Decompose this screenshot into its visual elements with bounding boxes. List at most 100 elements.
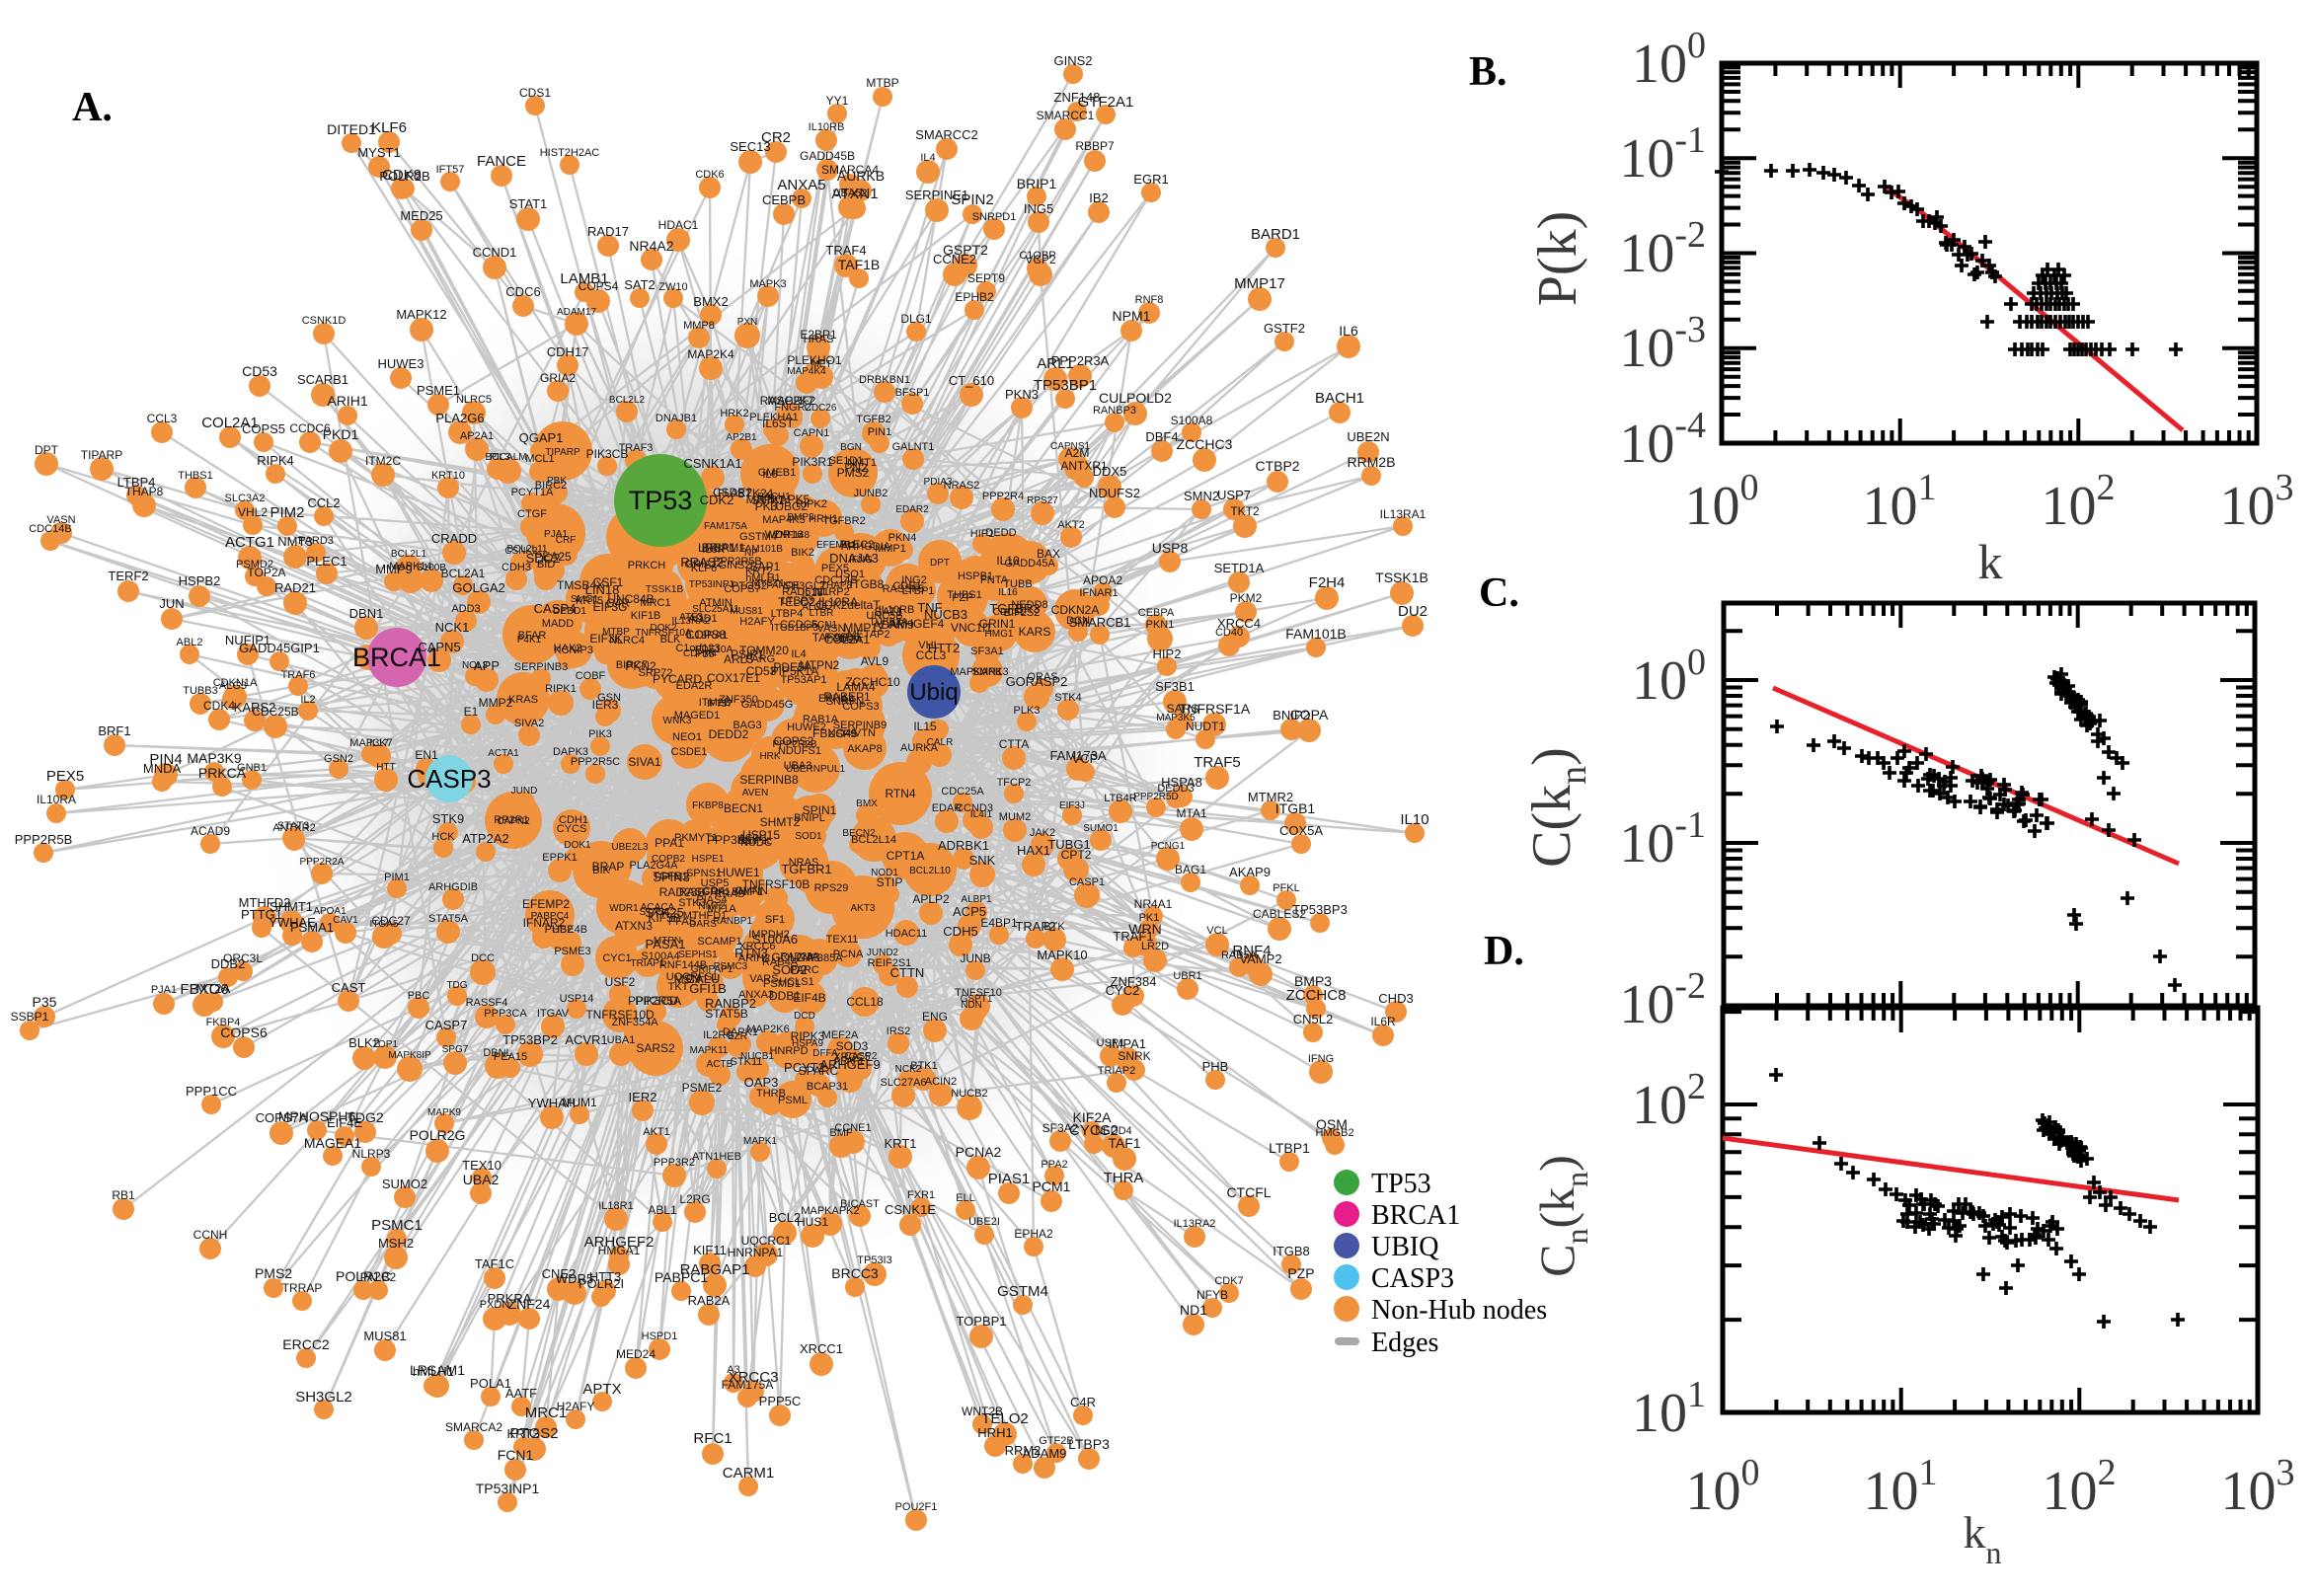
svg-text:CCL2: CCL2 xyxy=(307,495,340,510)
svg-text:MTHFD1: MTHFD1 xyxy=(683,910,728,922)
svg-text:CRF: CRF xyxy=(556,535,577,546)
svg-text:BIK2: BIK2 xyxy=(791,547,814,559)
svg-text:USO1: USO1 xyxy=(835,569,865,580)
svg-text:BACH1: BACH1 xyxy=(757,492,791,502)
svg-text:BRCA1: BRCA1 xyxy=(1371,1200,1460,1231)
svg-text:UBE4B: UBE4B xyxy=(552,924,587,936)
svg-text:RASGRF2: RASGRF2 xyxy=(760,394,816,408)
svg-text:PRKCA: PRKCA xyxy=(198,765,247,781)
svg-text:UBA2: UBA2 xyxy=(463,1172,500,1187)
svg-text:IL13RA1: IL13RA1 xyxy=(686,630,729,642)
svg-text:COPS2: COPS2 xyxy=(774,734,814,748)
svg-text:MMP17: MMP17 xyxy=(843,621,885,635)
svg-text:KRAS: KRAS xyxy=(508,694,538,706)
svg-text:TOMM20: TOMM20 xyxy=(739,644,789,657)
svg-text:IL13RA1: IL13RA1 xyxy=(1380,507,1427,521)
svg-text:KRT10: KRT10 xyxy=(431,470,465,482)
svg-text:ARIH2: ARIH2 xyxy=(738,952,770,964)
svg-text:DPT: DPT xyxy=(35,443,59,457)
svg-text:DLG1: DLG1 xyxy=(900,312,932,326)
svg-text:TNFRSF10B: TNFRSF10B xyxy=(742,877,811,891)
svg-text:EZR: EZR xyxy=(728,1031,747,1042)
svg-text:SPG7: SPG7 xyxy=(442,1044,469,1055)
svg-text:DEDD3: DEDD3 xyxy=(1157,783,1194,795)
svg-text:SLC25A11: SLC25A11 xyxy=(692,604,739,615)
svg-text:PIAS1: PIAS1 xyxy=(988,1171,1031,1187)
svg-text:THAP8: THAP8 xyxy=(125,485,164,498)
svg-text:C4R: C4R xyxy=(1070,1395,1096,1409)
svg-text:PEX5: PEX5 xyxy=(46,768,84,785)
svg-text:MAPK14: MAPK14 xyxy=(389,561,431,572)
svg-text:Edges: Edges xyxy=(1371,1328,1438,1358)
svg-text:CAPNS1: CAPNS1 xyxy=(1050,441,1090,452)
svg-text:LTBP1: LTBP1 xyxy=(902,585,935,597)
svg-text:BRCC3: BRCC3 xyxy=(831,1265,879,1281)
svg-text:L2RG: L2RG xyxy=(679,1192,710,1206)
svg-text:Cn(kn): Cn(kn) xyxy=(1529,1155,1594,1277)
svg-text:SIVA2: SIVA2 xyxy=(514,718,544,729)
svg-text:GTF2B: GTF2B xyxy=(1039,1435,1073,1447)
svg-text:SCAMP1: SCAMP1 xyxy=(697,936,741,948)
svg-text:CDC26: CDC26 xyxy=(805,403,837,414)
svg-text:CULPOLD2: CULPOLD2 xyxy=(1099,390,1172,406)
svg-text:B.: B. xyxy=(1469,49,1507,95)
svg-text:ARHGDIB: ARHGDIB xyxy=(428,881,478,893)
svg-text:USF2: USF2 xyxy=(605,975,636,989)
svg-text:LAMA4: LAMA4 xyxy=(836,680,876,694)
svg-text:TP53INP1: TP53INP1 xyxy=(689,579,735,590)
svg-text:hMLH1: hMLH1 xyxy=(413,1364,454,1379)
svg-text:ITGA5: ITGA5 xyxy=(370,919,399,930)
svg-text:DAPK1: DAPK1 xyxy=(723,1026,758,1038)
svg-text:EDAR: EDAR xyxy=(932,802,963,814)
svg-text:EFEMP1: EFEMP1 xyxy=(816,540,856,551)
svg-text:LAMB1: LAMB1 xyxy=(560,270,608,287)
svg-text:BIK: BIK xyxy=(592,865,610,876)
svg-text:XRCC4: XRCC4 xyxy=(1217,616,1261,631)
svg-text:S100B: S100B xyxy=(417,563,446,573)
svg-text:CSNK1E: CSNK1E xyxy=(885,1202,936,1217)
svg-text:TEX10: TEX10 xyxy=(462,1158,502,1173)
svg-text:H2AFY: H2AFY xyxy=(739,616,775,628)
svg-text:SETD1A: SETD1A xyxy=(1214,561,1265,575)
svg-text:RIPK3: RIPK3 xyxy=(791,1029,825,1043)
svg-text:NUCB1: NUCB1 xyxy=(740,1051,774,1062)
svg-text:TRAF1: TRAF1 xyxy=(1113,929,1153,944)
svg-text:hMLH1: hMLH1 xyxy=(745,572,780,584)
svg-text:MTHFD2: MTHFD2 xyxy=(239,895,291,910)
svg-text:PSMD1: PSMD1 xyxy=(763,978,801,990)
svg-text:PN2: PN2 xyxy=(844,461,868,475)
svg-text:DCN: DCN xyxy=(1066,615,1090,627)
svg-text:DCD: DCD xyxy=(794,1011,815,1022)
svg-text:DOK2: DOK2 xyxy=(650,623,677,634)
svg-text:GSN: GSN xyxy=(597,692,621,704)
svg-text:LRSAM1: LRSAM1 xyxy=(698,541,745,555)
svg-text:NRAS: NRAS xyxy=(789,857,819,869)
svg-text:COPS7A: COPS7A xyxy=(256,1110,308,1125)
svg-text:C.: C. xyxy=(1479,570,1519,616)
svg-text:BICAST: BICAST xyxy=(840,1198,880,1210)
svg-text:EN1: EN1 xyxy=(415,748,438,762)
svg-text:CDK2deltaT: CDK2deltaT xyxy=(815,598,881,612)
svg-text:CPT2: CPT2 xyxy=(1061,848,1092,862)
svg-text:CD4: CD4 xyxy=(703,885,725,897)
svg-text:BRIP1: BRIP1 xyxy=(702,541,736,555)
svg-text:PBC: PBC xyxy=(408,990,430,1002)
svg-text:CSNK2: CSNK2 xyxy=(504,546,538,557)
svg-text:PLEC1: PLEC1 xyxy=(306,554,347,569)
svg-text:KIF1B: KIF1B xyxy=(631,610,661,622)
svg-text:TUBB3: TUBB3 xyxy=(183,685,217,697)
svg-text:RP2R1: RP2R1 xyxy=(494,814,528,826)
svg-text:IL6R: IL6R xyxy=(702,544,725,556)
svg-text:BAG1: BAG1 xyxy=(1175,863,1206,876)
svg-text:MTBP: MTBP xyxy=(866,76,898,90)
svg-text:NDUFS2: NDUFS2 xyxy=(1089,486,1140,500)
svg-text:IL10: IL10 xyxy=(996,554,1020,568)
svg-text:ATMIN: ATMIN xyxy=(699,597,732,609)
svg-text:FCN1: FCN1 xyxy=(498,1447,534,1463)
svg-text:E4BP1: E4BP1 xyxy=(980,916,1018,930)
svg-text:MED24: MED24 xyxy=(616,1347,656,1361)
svg-text:USP1: USP1 xyxy=(1097,1037,1125,1049)
svg-text:BMP3: BMP3 xyxy=(1294,973,1332,989)
svg-text:ADRBK1: ADRBK1 xyxy=(938,838,989,853)
svg-text:PIK3CB: PIK3CB xyxy=(586,447,629,461)
